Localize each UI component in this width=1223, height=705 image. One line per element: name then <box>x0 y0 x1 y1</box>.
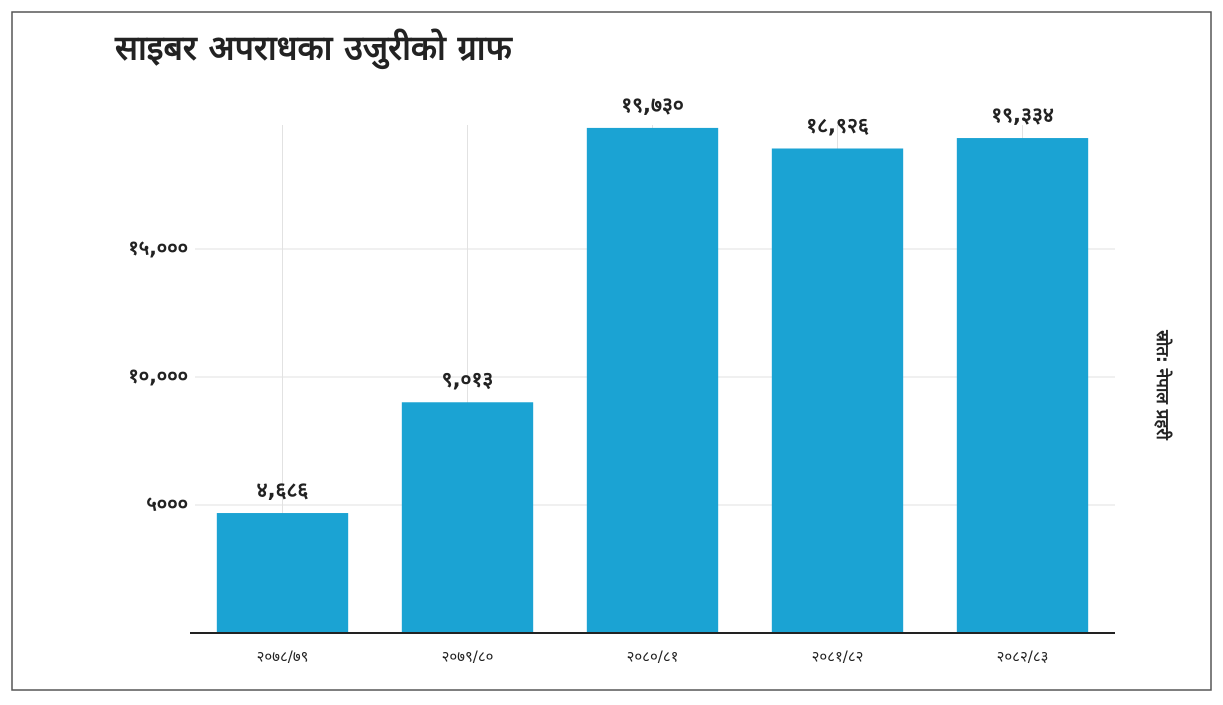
source-note: स्रोत: नेपाल प्रहरी <box>1152 329 1173 440</box>
bar <box>401 402 534 633</box>
bar <box>956 138 1089 633</box>
x-tick-label: २०८०/८१ <box>627 648 679 666</box>
value-label: ९,०१३ <box>442 367 494 391</box>
value-label: १८,९२६ <box>806 113 869 137</box>
x-tick-label: २०७९/८० <box>442 648 494 666</box>
value-label: ४,६८६ <box>257 478 309 502</box>
bar <box>586 127 719 634</box>
x-tick-label: २०८१/८२ <box>812 648 864 666</box>
value-label: १९,३३४ <box>991 103 1054 127</box>
bar <box>771 148 904 634</box>
x-tick-label: २०७८/७९ <box>257 648 309 666</box>
y-tick-label: ५००० <box>146 492 188 516</box>
bar <box>216 513 349 633</box>
value-label: १९,७३० <box>621 93 684 117</box>
chart-title: साइबर अपराधका उजुरीको ग्राफ <box>114 28 514 70</box>
y-tick-label: १५,००० <box>128 236 188 260</box>
x-tick-label: २०८२/८३ <box>997 648 1049 666</box>
y-tick-label: १०,००० <box>128 364 188 388</box>
